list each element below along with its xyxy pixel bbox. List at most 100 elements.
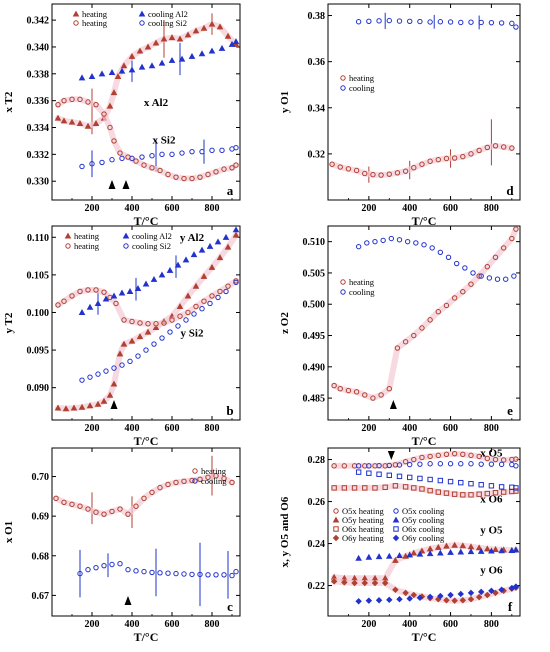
series-0 (54, 20, 240, 130)
data-point (201, 298, 207, 304)
data-point (136, 333, 144, 340)
data-point (353, 167, 360, 174)
data-point (476, 453, 482, 460)
data-point (138, 63, 146, 70)
data-point (111, 365, 117, 371)
data-point (101, 111, 107, 117)
data-point (216, 254, 224, 261)
data-point (207, 300, 213, 307)
x-tick-label: 800 (205, 423, 220, 434)
data-point (110, 89, 118, 96)
legend-marker (332, 516, 340, 523)
x-tick-label: 400 (402, 203, 417, 214)
uncertainty-band (55, 21, 239, 130)
data-point (169, 317, 175, 323)
data-point (404, 238, 411, 245)
data-point (484, 591, 491, 599)
annotation: y O5 (480, 524, 503, 536)
data-point (69, 501, 75, 507)
annotation: y Al2 (180, 232, 205, 244)
data-point (402, 458, 409, 465)
data-point (129, 318, 135, 325)
y-axis-label: z O2 (279, 312, 291, 334)
data-point (179, 150, 185, 156)
data-point (396, 552, 403, 559)
x-tick-label: 400 (402, 619, 417, 630)
y-tick-label: 0.24 (308, 539, 326, 550)
arrow-marker (387, 451, 395, 460)
data-point (345, 387, 352, 394)
data-point (402, 168, 409, 174)
data-point (233, 162, 239, 168)
y-tick-label: 0.32 (308, 149, 326, 160)
y-tick-label: 0.68 (32, 551, 50, 562)
data-point (205, 474, 211, 481)
data-point (199, 306, 205, 312)
legend-label: O5x cooling (402, 506, 445, 516)
data-point (372, 238, 378, 245)
data-point (206, 242, 214, 249)
data-point (110, 380, 118, 387)
legend-marker (333, 508, 339, 514)
data-point (427, 487, 433, 494)
x-tick-label: 800 (484, 619, 499, 630)
data-point (386, 386, 392, 392)
data-point (93, 101, 99, 108)
data-point (437, 592, 444, 600)
data-point (120, 340, 128, 347)
data-point (437, 461, 444, 467)
data-point (218, 44, 226, 51)
legend-marker (122, 232, 130, 239)
x-tick-label: 200 (85, 423, 100, 434)
x-tick-label: 200 (361, 203, 376, 214)
data-point (135, 353, 141, 359)
data-point (331, 485, 337, 491)
data-point (362, 392, 368, 398)
data-point (110, 292, 118, 299)
series-3 (355, 546, 520, 561)
x-tick-label: 600 (443, 619, 458, 630)
x-tick-label: 200 (361, 423, 376, 434)
data-point (200, 24, 208, 31)
data-point (165, 481, 171, 488)
data-point (381, 579, 389, 587)
data-point (121, 317, 127, 323)
data-point (62, 405, 70, 412)
annotation: y O6 (480, 564, 503, 576)
data-point (215, 294, 221, 301)
data-point (189, 148, 195, 155)
data-point (484, 490, 491, 497)
data-point (119, 155, 125, 162)
data-point (106, 391, 114, 398)
data-point (176, 35, 184, 42)
x-tick-label: 400 (402, 423, 417, 434)
data-point (86, 303, 94, 310)
x-tick-label: 200 (361, 619, 376, 630)
y-tick-label: 0.340 (27, 42, 50, 53)
data-point (492, 254, 499, 260)
data-point (460, 451, 466, 457)
y-tick-label: 0.34 (308, 103, 326, 114)
data-point (77, 288, 83, 295)
y-axis-label: y O1 (279, 91, 291, 113)
data-point (69, 293, 75, 299)
data-point (376, 471, 382, 477)
data-point (168, 34, 176, 41)
data-point (378, 172, 384, 178)
data-point (217, 288, 223, 295)
data-point (68, 118, 76, 125)
y-tick-label: 0.67 (32, 591, 50, 602)
data-point (84, 122, 92, 129)
data-point (370, 395, 376, 401)
data-point (355, 469, 362, 475)
data-point (351, 485, 358, 491)
data-point (392, 556, 399, 563)
data-point (484, 545, 491, 552)
data-point (213, 169, 219, 175)
legend-marker (138, 10, 146, 17)
data-point (141, 495, 147, 502)
data-point (141, 568, 147, 575)
data-point (394, 345, 401, 351)
